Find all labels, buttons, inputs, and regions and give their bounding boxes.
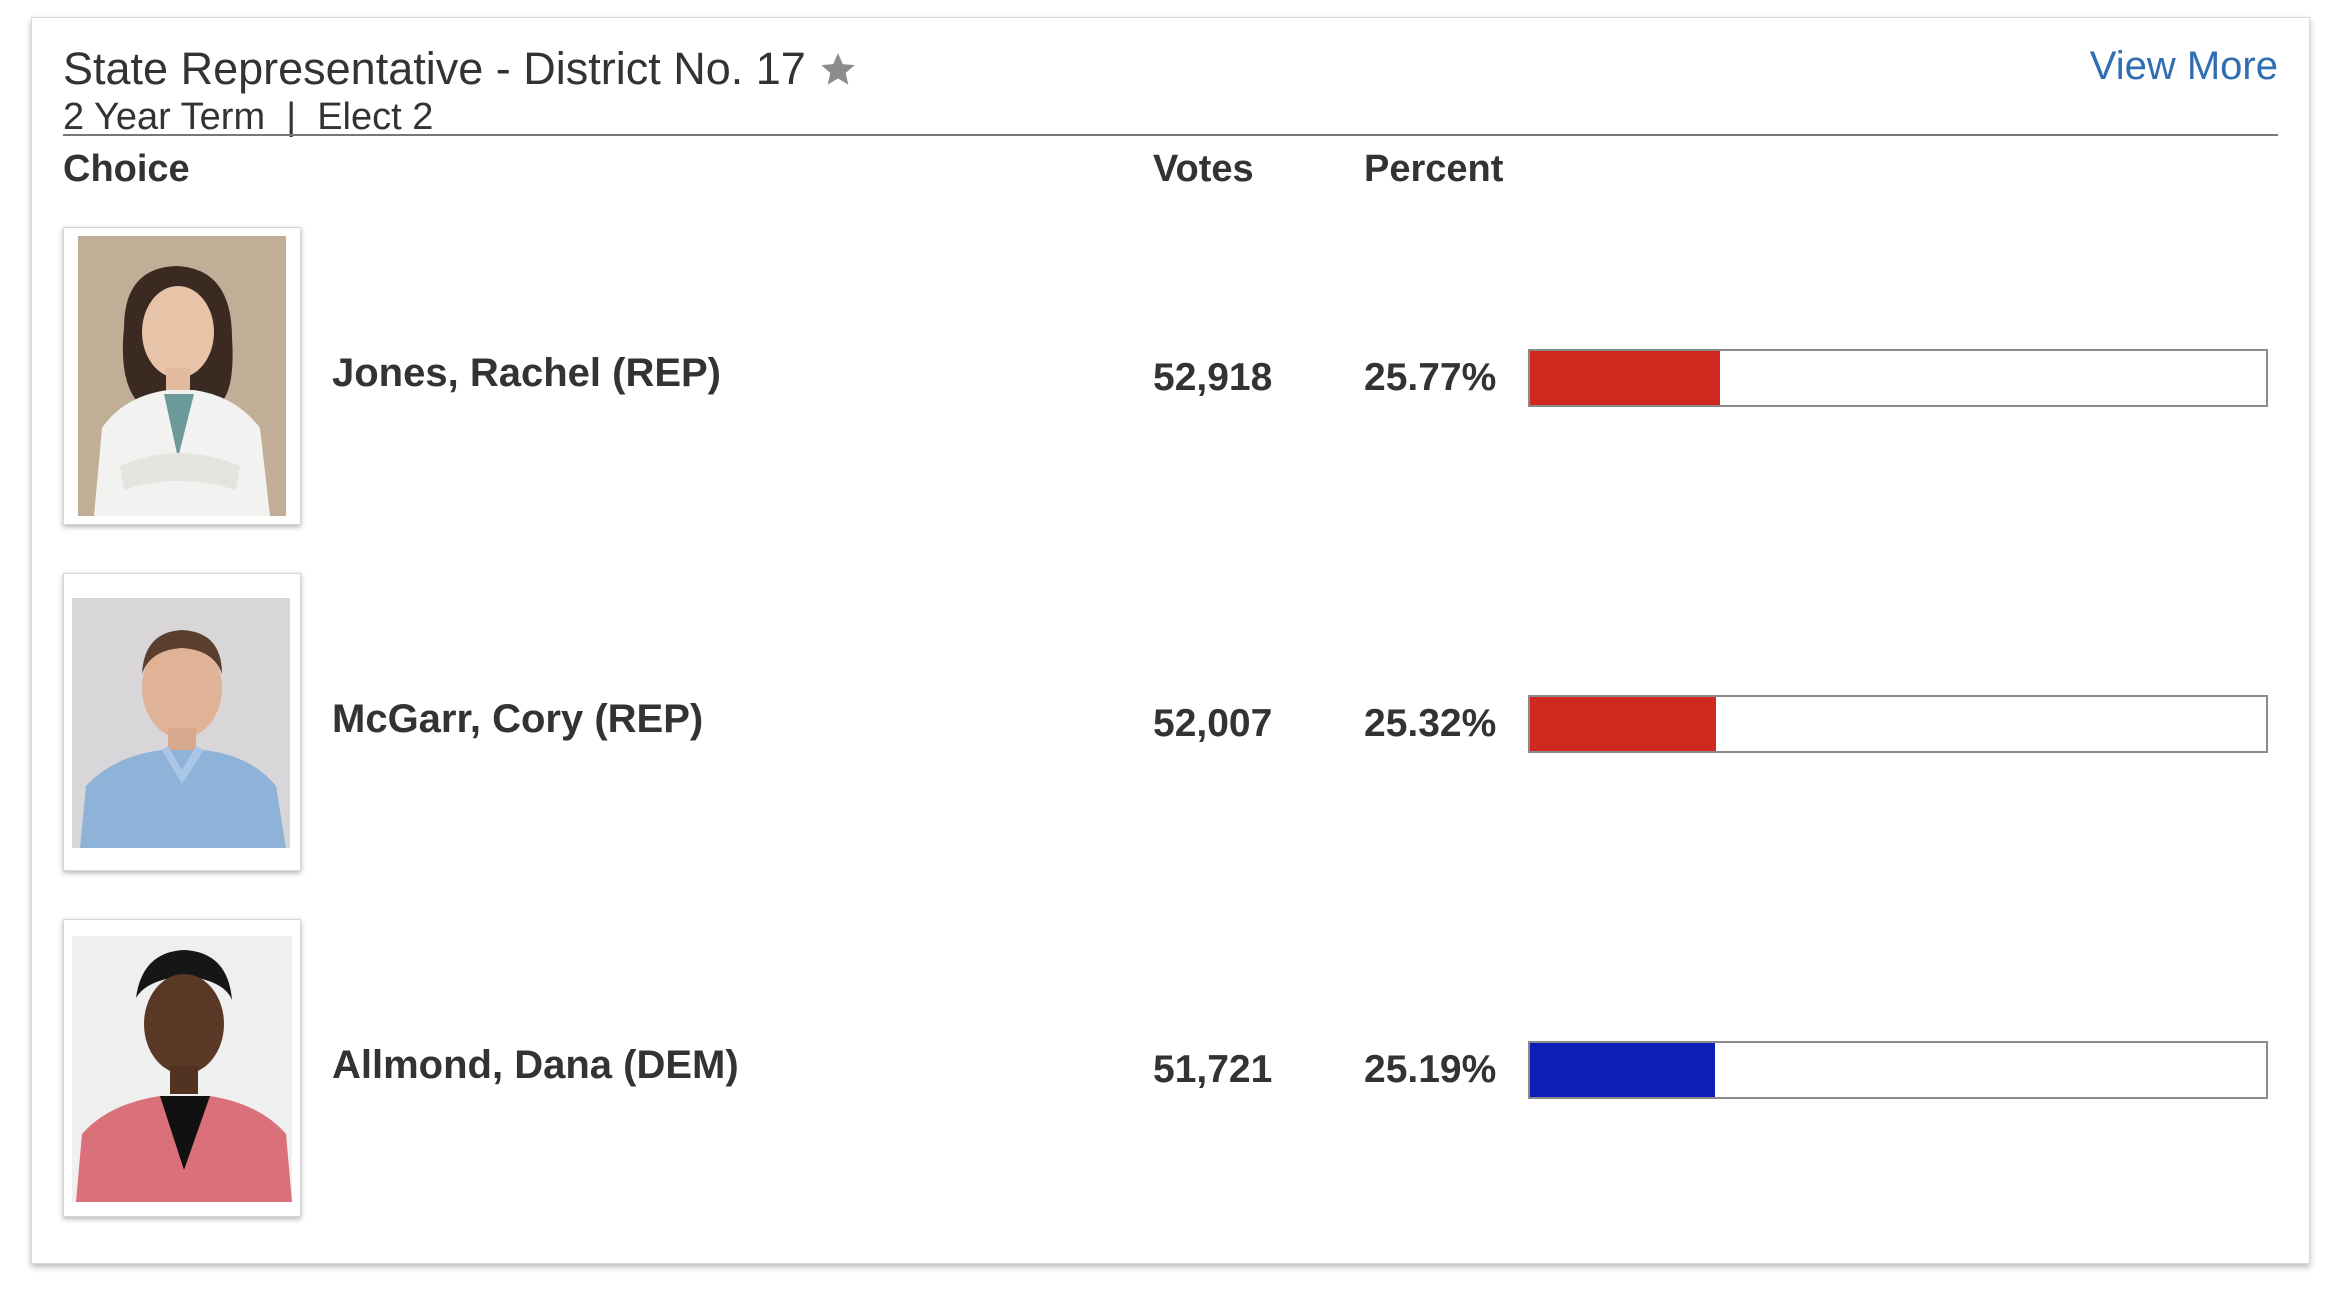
candidate-name: McGarr, Cory (REP) <box>332 697 704 741</box>
candidate-row: Allmond, Dana (DEM) 51,721 25.19% <box>32 919 2309 1219</box>
candidate-photo <box>63 573 301 871</box>
vote-share-bar-fill <box>1530 1043 1716 1097</box>
vote-share-bar <box>1528 695 2268 753</box>
header-divider <box>63 134 2278 136</box>
vote-share-bar-fill <box>1530 697 1717 751</box>
candidate-percent: 25.32% <box>1364 702 1497 745</box>
view-more-link[interactable]: View More <box>2089 44 2278 88</box>
race-subtitle: 2 Year Term | Elect 2 <box>63 96 434 138</box>
race-title-row: State Representative - District No. 17 <box>63 38 858 100</box>
race-results-card: State Representative - District No. 17 2… <box>31 17 2310 1264</box>
vote-share-bar <box>1528 349 2268 407</box>
column-header-percent: Percent <box>1364 148 1504 190</box>
race-title: State Representative - District No. 17 <box>63 43 806 94</box>
candidate-name: Allmond, Dana (DEM) <box>332 1043 739 1087</box>
candidate-row: Jones, Rachel (REP) 52,918 25.77% <box>32 227 2309 527</box>
candidate-photo <box>63 919 301 1217</box>
column-header-votes: Votes <box>1153 148 1254 190</box>
candidate-votes: 52,918 <box>1153 356 1273 399</box>
candidate-row: McGarr, Cory (REP) 52,007 25.32% <box>32 573 2309 873</box>
candidate-photo <box>63 227 301 525</box>
vote-share-bar <box>1528 1041 2268 1099</box>
star-icon[interactable] <box>818 49 858 89</box>
candidate-percent: 25.77% <box>1364 356 1497 399</box>
candidate-votes: 51,721 <box>1153 1048 1273 1091</box>
candidate-name: Jones, Rachel (REP) <box>332 351 722 395</box>
candidate-votes: 52,007 <box>1153 702 1273 745</box>
column-header-choice: Choice <box>63 148 190 190</box>
vote-share-bar-fill <box>1530 351 1720 405</box>
candidate-percent: 25.19% <box>1364 1048 1497 1091</box>
